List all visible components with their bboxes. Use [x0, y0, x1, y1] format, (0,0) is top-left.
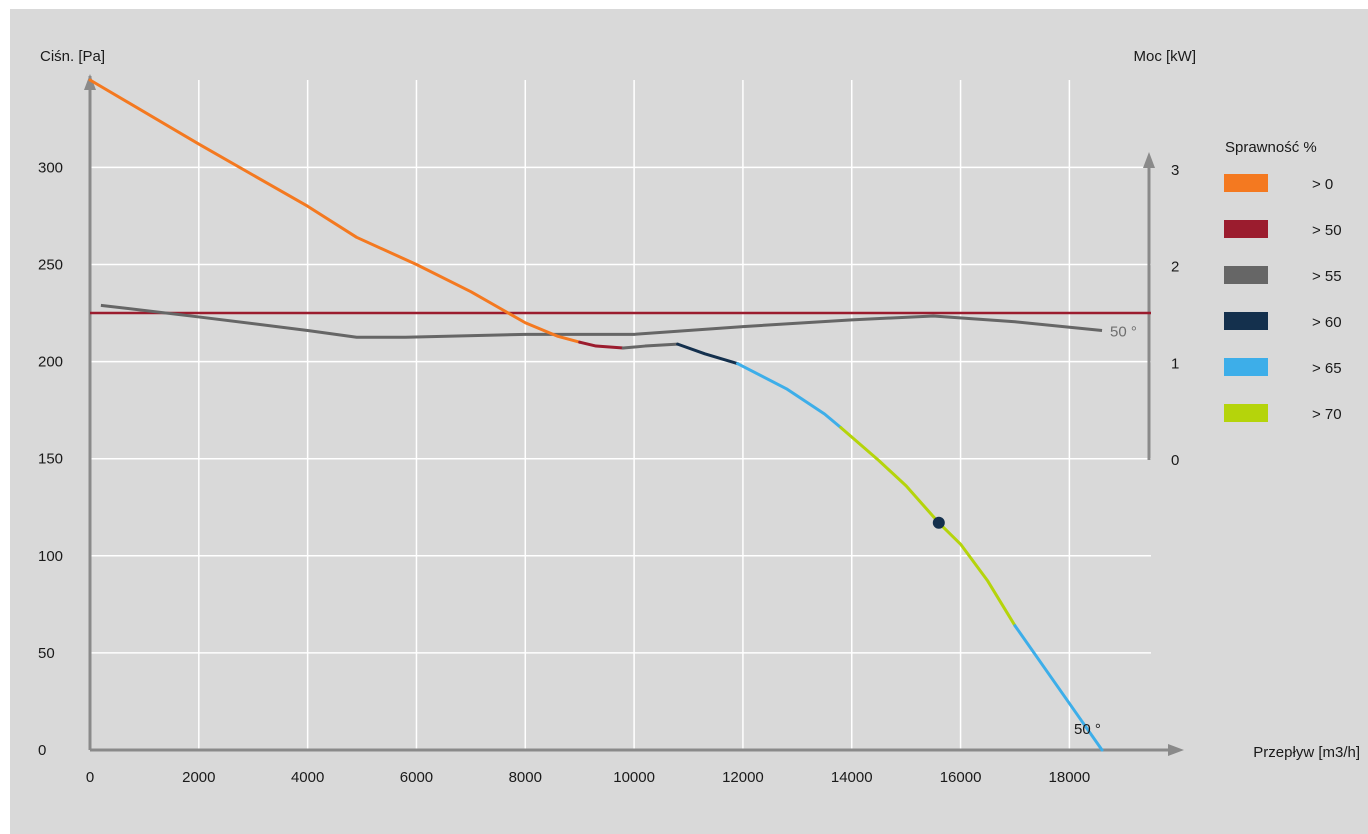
fan-performance-chart: 0 2000 4000 6000 8000 10000 12000 14000 16000 180…: [38, 48, 1360, 786]
x-tick-label: 2000: [182, 769, 215, 786]
legend-swatch: [1224, 404, 1268, 422]
pressure-curve-segment: [621, 342, 680, 350]
y-right-tick-label: 0: [1171, 452, 1179, 469]
pressure-curve-segment: [88, 78, 582, 344]
y-left-tick-label: 0: [38, 742, 46, 759]
legend-label: > 70: [1312, 406, 1342, 423]
legend-label: > 55: [1312, 268, 1342, 285]
legend-label: > 60: [1312, 314, 1342, 331]
y-left-tick-label: 200: [38, 354, 63, 371]
y-right-tick-label: 3: [1171, 162, 1179, 179]
y-left-tick-label: 300: [38, 159, 63, 176]
x-tick-label: 8000: [509, 769, 542, 786]
legend-swatch: [1224, 220, 1268, 238]
y-left-axis-title: Ciśn. [Pa]: [40, 48, 105, 65]
pressure-curve-segment: [1013, 624, 1104, 752]
y-right-tick-label: 1: [1171, 355, 1179, 372]
pressure-curve-end-label: 50 °: [1074, 721, 1101, 738]
x-axis-title: Przepływ [m3/h]: [1253, 744, 1360, 761]
x-tick-label: 12000: [722, 769, 764, 786]
legend-swatch: [1224, 266, 1268, 284]
power-curve-end-label: 50 °: [1110, 323, 1137, 340]
x-axis-arrow: [1168, 744, 1184, 756]
x-tick-label: 6000: [400, 769, 433, 786]
pressure-curve-segment: [735, 362, 843, 430]
pressure-curve-segment: [578, 340, 625, 350]
y-right-axis-arrow: [1143, 152, 1155, 168]
x-tick-label: 4000: [291, 769, 324, 786]
legend-label: > 0: [1312, 176, 1333, 193]
x-tick-label: 16000: [940, 769, 982, 786]
chart-panel: 0 2000 4000 6000 8000 10000 12000 14000 16000 180…: [10, 9, 1368, 834]
y-left-axis-arrow: [84, 74, 96, 90]
pressure-curve-segment: [676, 342, 739, 366]
y-left-tick-label: 100: [38, 548, 63, 565]
y-right-tick-label: 2: [1171, 259, 1179, 276]
operating-point: [932, 516, 945, 529]
power-curve: [100, 303, 1103, 339]
y-right-axis-title: Moc [kW]: [1134, 48, 1197, 65]
x-tick-label: 0: [86, 769, 94, 786]
y-left-tick-label: 50: [38, 645, 55, 662]
x-tick-label: 10000: [613, 769, 655, 786]
legend-title: Sprawność %: [1225, 139, 1317, 156]
y-left-tick-label: 250: [38, 256, 63, 273]
legend-label: > 65: [1312, 360, 1342, 377]
legend-swatch: [1224, 312, 1268, 330]
x-tick-label: 14000: [831, 769, 873, 786]
x-tick-label: 18000: [1049, 769, 1091, 786]
legend-label: > 50: [1312, 222, 1342, 239]
pressure-curve-segment: [839, 426, 1017, 628]
legend-swatch: [1224, 174, 1268, 192]
legend-swatch: [1224, 358, 1268, 376]
y-left-tick-label: 150: [38, 451, 63, 468]
